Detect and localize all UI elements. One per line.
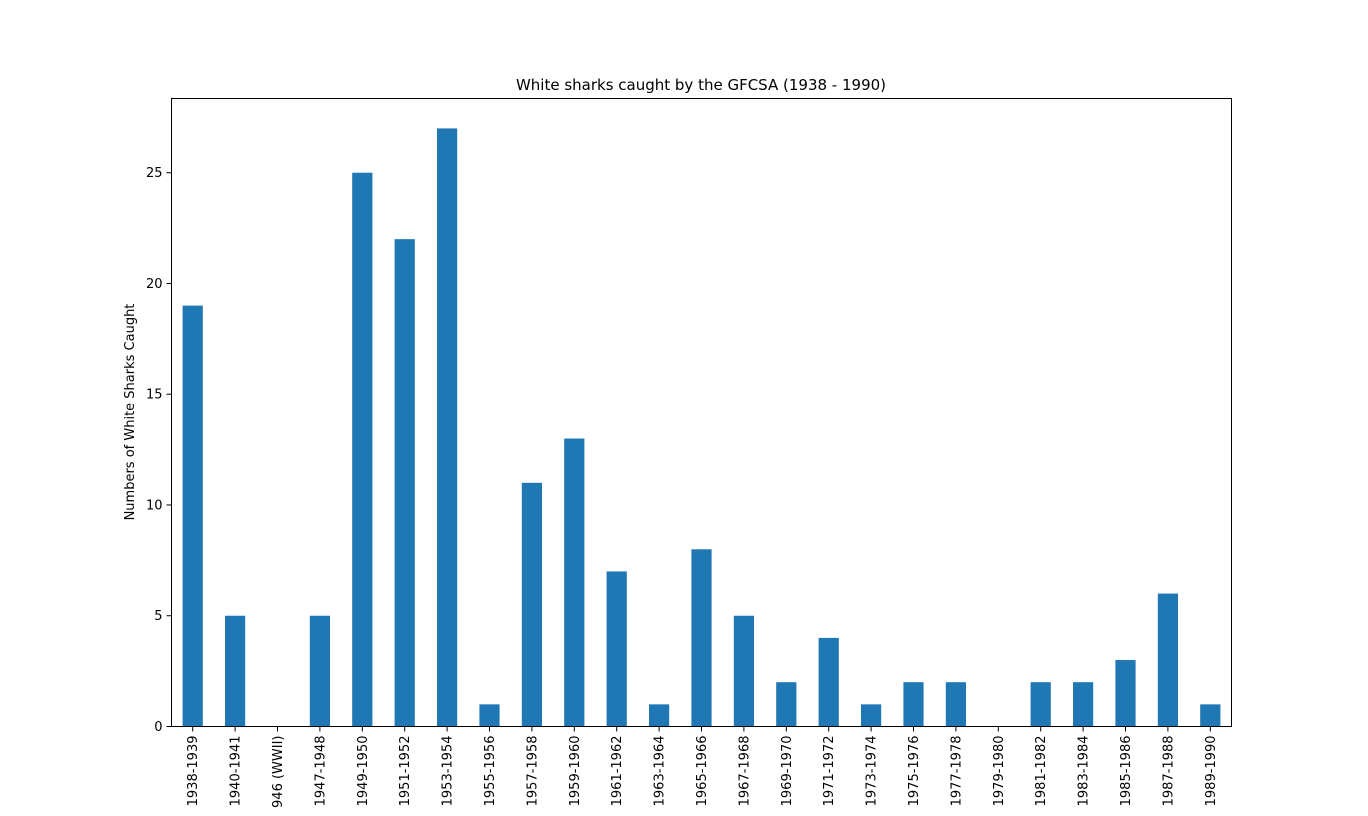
bar-1961-1962	[606, 571, 627, 727]
x-tick-label: 1963-1964	[653, 736, 668, 807]
ticks-group: 1938-1939 1940-1941 946 (WWII) 1947-1948 194…	[146, 166, 1219, 808]
y-axis-label: Numbers of White Sharks Caught	[123, 304, 138, 521]
bar-1983-1984	[1073, 682, 1094, 727]
x-tick-label: 1955-1956	[483, 736, 498, 807]
y-tick-label: 5	[154, 609, 162, 624]
bar-1940-1941	[225, 615, 246, 727]
bar-1973-1974	[861, 704, 882, 727]
bar-1971-1972	[818, 637, 839, 727]
bar-1963-1964	[649, 704, 670, 727]
bar-1957-1958	[521, 482, 542, 727]
bar-1965-1966	[691, 549, 712, 727]
bar-1959-1960	[564, 438, 585, 727]
bar-1981-1982	[1030, 682, 1051, 727]
bar-1947-1948	[309, 615, 330, 727]
bar-1938-1939	[182, 305, 203, 727]
y-tick-label: 10	[146, 498, 163, 513]
x-tick-label: 1987-1988	[1161, 736, 1176, 807]
bar-1989-1990	[1200, 704, 1221, 727]
x-tick-label: 1947-1948	[313, 736, 328, 807]
y-tick-label: 15	[146, 388, 163, 403]
x-tick-label: 1985-1986	[1119, 736, 1134, 807]
bar-1955-1956	[479, 704, 500, 727]
y-tick-label: 25	[146, 166, 163, 181]
x-tick-label: 946 (WWII)	[271, 736, 286, 808]
bar-1969-1970	[776, 682, 797, 727]
x-tick-label: 1969-1970	[780, 736, 795, 807]
x-tick-label: 1979-1980	[992, 736, 1007, 807]
bars-group	[182, 128, 1221, 727]
x-tick-label: 1961-1962	[610, 736, 625, 807]
x-tick-label: 1967-1968	[737, 736, 752, 807]
x-tick-label: 1983-1984	[1077, 736, 1092, 807]
chart-title: White sharks caught by the GFCSA (1938 -…	[516, 76, 886, 94]
x-tick-label: 1940-1941	[229, 736, 244, 807]
bar-1985-1986	[1115, 660, 1136, 727]
x-tick-label: 1975-1976	[907, 736, 922, 807]
y-tick-label: 20	[146, 277, 163, 292]
bar-1967-1968	[733, 615, 754, 727]
x-tick-label: 1938-1939	[186, 736, 201, 807]
x-tick-label: 1957-1958	[525, 736, 540, 807]
y-tick-label: 0	[154, 720, 162, 735]
bar-1977-1978	[945, 682, 966, 727]
x-tick-label: 1965-1966	[695, 736, 710, 807]
bar-1975-1976	[903, 682, 924, 727]
x-tick-label: 1989-1990	[1204, 736, 1219, 807]
x-tick-label: 1953-1954	[441, 736, 456, 807]
x-tick-label: 1977-1978	[949, 736, 964, 807]
x-tick-label: 1973-1974	[865, 736, 880, 807]
bar-1951-1952	[394, 239, 415, 727]
bar-1987-1988	[1157, 593, 1178, 727]
x-tick-label: 1951-1952	[398, 736, 413, 807]
bar-1953-1954	[437, 128, 458, 727]
x-tick-label: 1981-1982	[1034, 736, 1049, 807]
plot-frame	[171, 98, 1232, 727]
x-tick-label: 1959-1960	[568, 736, 583, 807]
bar-1949-1950	[352, 172, 373, 727]
x-tick-label: 1971-1972	[822, 736, 837, 807]
x-tick-label: 1949-1950	[356, 736, 371, 807]
